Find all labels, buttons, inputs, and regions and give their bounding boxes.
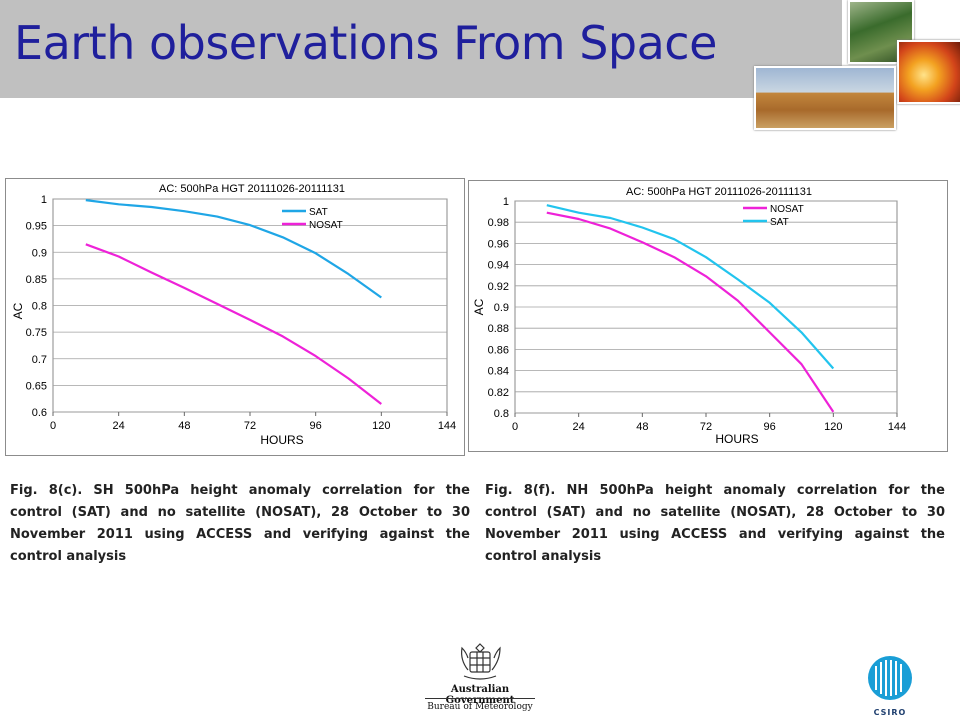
caption-nh: Fig. 8(f). NH 500hPa height anomaly corr… (485, 483, 945, 564)
series-line-nosat (546, 211, 835, 413)
y-tick-label: 0.95 (26, 221, 47, 233)
x-tick-label: 0 (512, 421, 518, 433)
x-axis-label: HOURS (260, 433, 303, 447)
chart-nh-frame: 0.8 0.82 0.84 0.86 0.88 0.9 0.92 0.94 0.96 0.98 1 0… (468, 180, 948, 452)
x-tick-label: 96 (764, 421, 776, 433)
x-tick-label: 0 (50, 420, 56, 432)
csiro-icon (868, 656, 912, 700)
forest-photo (848, 0, 914, 64)
y-tick-label: 0.88 (488, 323, 509, 335)
chart-nh: 0.8 0.82 0.84 0.86 0.88 0.9 0.92 0.94 0.96 0.98 1 0… (472, 186, 906, 446)
legend-label: SAT (309, 207, 328, 218)
gov-name: Australian Government (445, 684, 515, 706)
y-tick-label: 0.8 (32, 301, 47, 313)
legend-label: SAT (770, 217, 789, 228)
x-tick-label: 48 (178, 420, 190, 432)
x-tick-label: 24 (113, 420, 125, 432)
y-tick-label: 1 (41, 194, 47, 206)
y-tick-label: 0.9 (494, 302, 509, 314)
y-tick-label: 1 (503, 196, 509, 208)
csiro-label: CSIRO (873, 708, 907, 717)
x-tick-label: 72 (700, 421, 712, 433)
bureau-name: Bureau of Meteorology (427, 702, 533, 712)
y-tick-label: 0.96 (488, 238, 509, 250)
csiro-logo: CSIRO (866, 652, 914, 718)
x-tick-label: 120 (372, 420, 390, 432)
series-line-sat (85, 199, 382, 299)
y-tick-label: 0.92 (488, 281, 509, 293)
legend-label: NOSAT (309, 220, 343, 231)
y-axis-label: AC (11, 302, 25, 319)
y-tick-label: 0.75 (26, 327, 47, 339)
x-tick-label: 72 (244, 420, 256, 432)
field-photo (754, 66, 896, 130)
y-tick-label: 0.84 (488, 366, 509, 378)
caption-sh: Fig. 8(c). SH 500hPa height anomaly corr… (10, 483, 470, 564)
coat-of-arms-icon (461, 643, 501, 680)
y-tick-label: 0.65 (26, 380, 47, 392)
title-bar: Earth observations From Space (0, 0, 842, 98)
chart-sh-frame: 0.6 0.65 0.7 0.75 0.8 0.85 0.9 0.95 1 0 24 48 72 96 12… (5, 178, 465, 456)
series-line-sat (546, 204, 835, 370)
y-tick-label: 0.98 (488, 217, 509, 229)
chart-title: AC: 500hPa HGT 20111026-20111131 (159, 183, 345, 195)
y-tick-label: 0.94 (488, 260, 509, 272)
chart-title: AC: 500hPa HGT 20111026-20111131 (626, 186, 812, 198)
gov-divider (425, 698, 535, 699)
page-title: Earth observations From Space (14, 16, 717, 70)
y-tick-label: 0.82 (488, 387, 509, 399)
y-tick-label: 0.85 (26, 274, 47, 286)
y-tick-label: 0.86 (488, 344, 509, 356)
x-tick-label: 48 (636, 421, 648, 433)
x-tick-label: 96 (310, 420, 322, 432)
x-tick-label: 24 (573, 421, 585, 433)
australian-government-logo: Australian Government Bureau of Meteorol… (420, 640, 540, 720)
x-tick-label: 120 (824, 421, 842, 433)
x-axis-label: HOURS (715, 432, 758, 446)
x-tick-label: 144 (438, 420, 456, 432)
x-tick-label: 144 (888, 421, 906, 433)
y-axis-label: AC (472, 298, 486, 315)
y-tick-label: 0.8 (494, 408, 509, 420)
legend-label: NOSAT (770, 204, 804, 215)
y-tick-label: 0.7 (32, 354, 47, 366)
fire-photo (897, 40, 960, 104)
y-tick-label: 0.9 (32, 247, 47, 259)
y-tick-label: 0.6 (32, 407, 47, 419)
series-line-nosat (85, 243, 382, 405)
chart-sh: 0.6 0.65 0.7 0.75 0.8 0.85 0.9 0.95 1 0 24 48 72 96 12… (11, 183, 456, 447)
